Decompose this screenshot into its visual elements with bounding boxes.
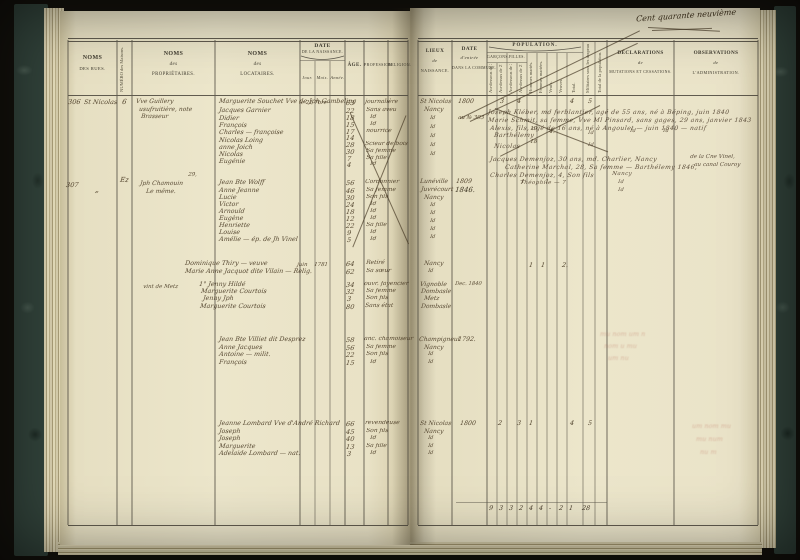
bleedthrough-mark: um nu bbox=[607, 354, 630, 362]
header-lieux-3: NAISSANCE. bbox=[420, 68, 450, 73]
header-observations-2: de bbox=[713, 60, 719, 65]
header-observations-3: L'ADMINISTRATION. bbox=[692, 70, 740, 75]
header-date-naissance-1: DATE bbox=[314, 43, 331, 49]
header-noms-rues: NOMS bbox=[82, 55, 103, 61]
header-des-rues: DES RUES. bbox=[79, 66, 106, 71]
header-religion: RELIGION. bbox=[388, 62, 412, 67]
book-gutter-shadow bbox=[392, 8, 436, 545]
header-age: ÂGE. bbox=[347, 63, 362, 68]
header-garcons: GARÇONS. bbox=[487, 54, 510, 59]
header-noms-locataires-1: NOMS bbox=[247, 51, 268, 57]
header-declarations-1: DÉCLARATIONS bbox=[617, 50, 664, 56]
header-jour: Jour. bbox=[302, 75, 313, 80]
page-stack-bottom bbox=[58, 542, 762, 555]
header-entree-1: DATE bbox=[461, 46, 478, 52]
page-stack-left bbox=[44, 8, 64, 552]
header-declarations-3: MUTATIONS ET CESSATIONS. bbox=[609, 70, 672, 74]
header-profession: PROFESSION. bbox=[364, 62, 394, 67]
bleedthrough-mark: nom u mu bbox=[603, 342, 638, 350]
bleedthrough-mark: mu nom um n bbox=[599, 330, 646, 338]
header-noms-proprietaires-3: PROPRIÉTAIRES. bbox=[152, 72, 195, 77]
header-noms-locataires-2: des bbox=[253, 62, 262, 67]
header-population: POPULATION. bbox=[512, 43, 558, 48]
header-lieux-1: LIEUX bbox=[425, 48, 445, 54]
header-entree-2: d'entrée bbox=[460, 55, 479, 60]
header-annee: Année. bbox=[330, 75, 345, 80]
header-filles: FILLES. bbox=[508, 54, 526, 59]
bleedthrough-mark: nu m bbox=[699, 448, 718, 456]
header-declarations-2: de bbox=[637, 60, 644, 65]
book-cover-left bbox=[14, 4, 48, 556]
header-entree-3: DANS LA COMMUNE. bbox=[452, 66, 497, 70]
book-cover-right bbox=[774, 6, 796, 554]
page-stack-right bbox=[758, 10, 776, 548]
register-page-right bbox=[410, 8, 760, 542]
header-noms-proprietaires-2: des bbox=[169, 62, 178, 67]
bleedthrough-mark: um nom mu bbox=[691, 422, 732, 430]
bleedthrough-mark: mu num bbox=[695, 435, 724, 443]
header-noms-proprietaires-1: NOMS bbox=[163, 51, 184, 57]
header-noms-locataires-3: LOCATAIRES. bbox=[240, 72, 275, 77]
header-mois: Mois. bbox=[316, 75, 329, 80]
header-lieux-2: de bbox=[432, 58, 438, 63]
register-page-left bbox=[60, 11, 410, 545]
header-observations-1: OBSERVATIONS bbox=[693, 50, 739, 56]
header-date-naissance-2: DE LA NAISSANCE. bbox=[301, 49, 344, 54]
